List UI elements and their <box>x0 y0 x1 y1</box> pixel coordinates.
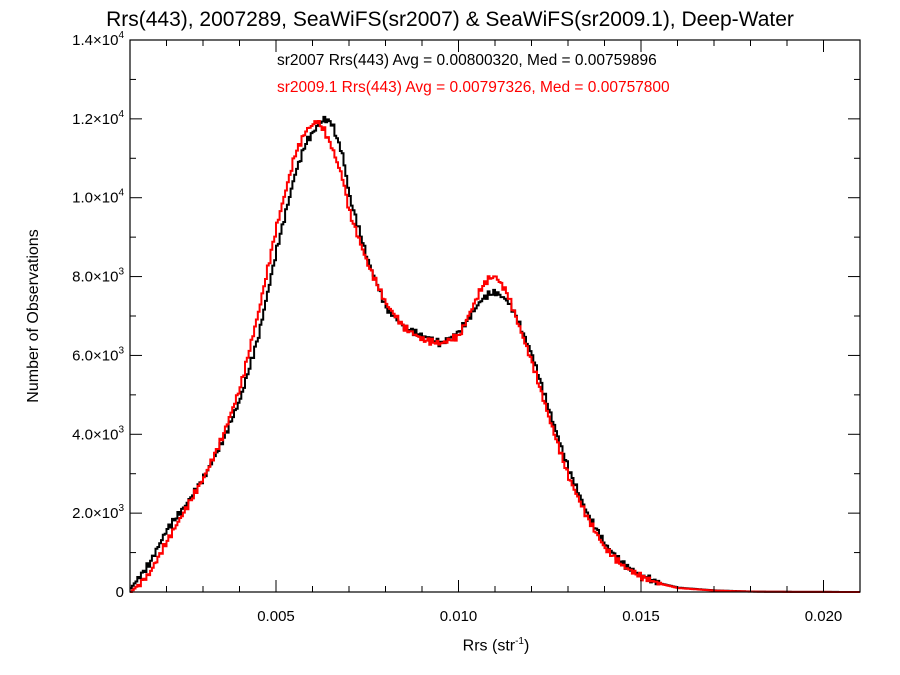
y-tick-label: 4.0×103 <box>72 424 124 443</box>
series-line-sr2009-1 <box>130 120 860 593</box>
y-tick-label: 1.2×104 <box>72 109 124 128</box>
x-tick-label: 0.010 <box>440 608 478 625</box>
y-tick-label: 1.0×104 <box>72 188 124 207</box>
y-tick-label: 0 <box>116 584 124 601</box>
plot-frame <box>129 39 861 593</box>
y-tick-label: 6.0×103 <box>72 345 124 364</box>
y-tick-label: 1.4×104 <box>72 30 124 49</box>
x-axis-label-exponent: -1 <box>515 636 525 647</box>
x-axis-label-text: Rrs (str <box>462 637 516 655</box>
series-lines <box>130 115 860 593</box>
x-axis-label-suffix: ) <box>524 637 530 655</box>
tick-labels: 0.005 0.010 0.015 0.020 0 2.0×103 4.0×103 6.0×1… <box>72 30 842 625</box>
x-tick-label: 0.015 <box>622 608 660 625</box>
y-tick-label: 2.0×103 <box>72 503 124 522</box>
y-tick-label: 8.0×103 <box>72 267 124 286</box>
legend-entry-sr2007: sr2007 Rrs(443) Avg = 0.00800320, Med = … <box>277 52 657 69</box>
legend-entry-sr2009-1: sr2009.1 Rrs(443) Avg = 0.00797326, Med … <box>277 79 670 96</box>
series-line-sr2007 <box>130 115 860 593</box>
x-tick-label: 0.020 <box>805 608 843 625</box>
x-tick-label: 0.005 <box>257 608 295 625</box>
axis-ticks <box>129 39 861 593</box>
y-axis-label: Number of Observations <box>25 229 42 403</box>
x-axis-label: Rrs (str-1) <box>463 636 530 655</box>
chart-title: Rrs(443), 2007289, SeaWiFS(sr2007) & Sea… <box>106 8 794 31</box>
